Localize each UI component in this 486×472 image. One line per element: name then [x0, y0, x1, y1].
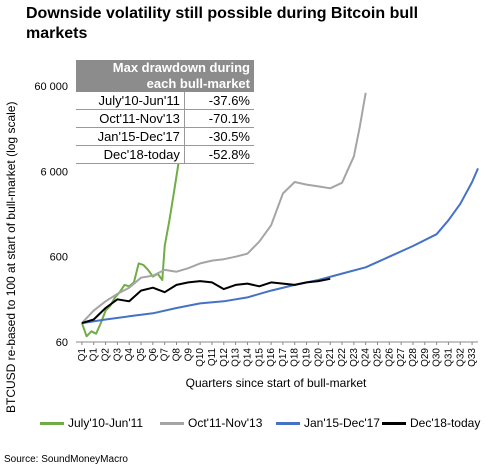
- x-tick-label: Q4: [124, 348, 135, 362]
- table-value: -37.6%: [184, 92, 254, 110]
- x-tick-label: Q14: [242, 348, 253, 367]
- legend-swatch: [160, 421, 184, 425]
- drawdown-table: Max drawdown during each bull-market Jul…: [76, 60, 254, 164]
- table-row: Jan'15-Dec'17 -30.5%: [76, 127, 254, 146]
- legend-label: July'10-Jun'11: [68, 416, 144, 430]
- y-tick-label: 6 000: [40, 166, 68, 178]
- table-value: -70.1%: [184, 109, 254, 128]
- x-tick-label: Q33: [467, 348, 478, 367]
- x-tick-label: Q26: [384, 348, 395, 367]
- drawdown-table-header: Max drawdown during each bull-market: [76, 60, 254, 92]
- legend-item: Dec'18-today: [382, 416, 480, 430]
- x-tick-label: Q1: [89, 348, 100, 362]
- y-axis-label: BTCUSD re-based to 100 at start of bull-…: [4, 101, 18, 413]
- series-line: [81, 277, 331, 325]
- x-tick-label: Q13: [231, 348, 242, 367]
- table-period: Jan'15-Dec'17: [76, 127, 185, 146]
- table-period: Oct'11-Nov'13: [76, 109, 185, 128]
- x-tick-label: Q9: [183, 348, 194, 362]
- source-note: Source: SoundMoneyMacro: [4, 454, 128, 465]
- x-tick-label: Q7: [160, 348, 171, 362]
- x-tick-label: Q19: [302, 348, 313, 367]
- legend-label: Jan'15-Dec'17: [304, 416, 380, 430]
- x-axis-label: Quarters since start of bull-market: [185, 376, 367, 390]
- legend-swatch: [40, 421, 64, 425]
- legend-item: Jan'15-Dec'17: [276, 416, 380, 430]
- legend: July'10-Jun'11 Oct'11-Nov'13 Jan'15-Dec'…: [20, 416, 482, 432]
- table-value: -30.5%: [184, 127, 254, 146]
- legend-label: Dec'18-today: [410, 416, 481, 430]
- series-line: [80, 100, 195, 338]
- table-row: July'10-Jun'11 -37.6%: [76, 92, 254, 110]
- series-line: [81, 92, 367, 324]
- x-tick-label: Q21: [325, 348, 336, 367]
- x-tick-label: Q6: [148, 348, 159, 362]
- x-tick-label: Q27: [396, 348, 407, 367]
- x-tick-label: Q18: [290, 348, 301, 367]
- x-tick-label: Q2: [101, 348, 112, 362]
- y-tick-label: 60 000: [34, 81, 68, 93]
- x-tick-label: Q8: [172, 348, 183, 362]
- x-tick-label: Q30: [432, 348, 443, 367]
- legend-item: July'10-Jun'11: [40, 416, 143, 430]
- x-tick-label: Q31: [443, 348, 454, 367]
- x-tick-label: Q16: [266, 348, 277, 367]
- x-tick-label: Q28: [408, 348, 419, 367]
- table-value: -52.8%: [184, 145, 254, 164]
- x-tick-label: Q22: [337, 348, 348, 367]
- legend-swatch: [382, 421, 406, 425]
- legend-label: Oct'11-Nov'13: [188, 416, 263, 430]
- x-tick-label: Q15: [254, 348, 265, 367]
- x-tick-label: Q25: [373, 348, 384, 367]
- x-tick-label: Q20: [313, 348, 324, 367]
- x-tick-label: Q23: [349, 348, 360, 367]
- x-tick-label: Q29: [420, 348, 431, 367]
- chart-title: Downside volatility still possible durin…: [26, 5, 419, 42]
- y-tick-label: 600: [50, 252, 68, 264]
- table-period: July'10-Jun'11: [76, 92, 185, 110]
- table-row: Dec'18-today -52.8%: [76, 145, 254, 164]
- x-tick-label: Q11: [207, 348, 218, 367]
- x-tick-label: Q1: [77, 348, 88, 362]
- x-tick-label: Q10: [195, 348, 206, 367]
- series-line: [81, 168, 479, 325]
- x-tick-label: Q17: [278, 348, 289, 367]
- legend-swatch: [276, 421, 300, 425]
- table-row: Oct'11-Nov'13 -70.1%: [76, 109, 254, 128]
- x-tick-label: Q12: [219, 348, 230, 367]
- table-period: Dec'18-today: [76, 145, 185, 164]
- x-tick-label: Q3: [112, 348, 123, 362]
- x-tick-label: Q5: [136, 348, 147, 362]
- y-tick-label: 60: [56, 337, 68, 349]
- x-tick-label: Q24: [361, 348, 372, 367]
- legend-item: Oct'11-Nov'13: [160, 416, 262, 430]
- x-tick-label: Q32: [455, 348, 466, 367]
